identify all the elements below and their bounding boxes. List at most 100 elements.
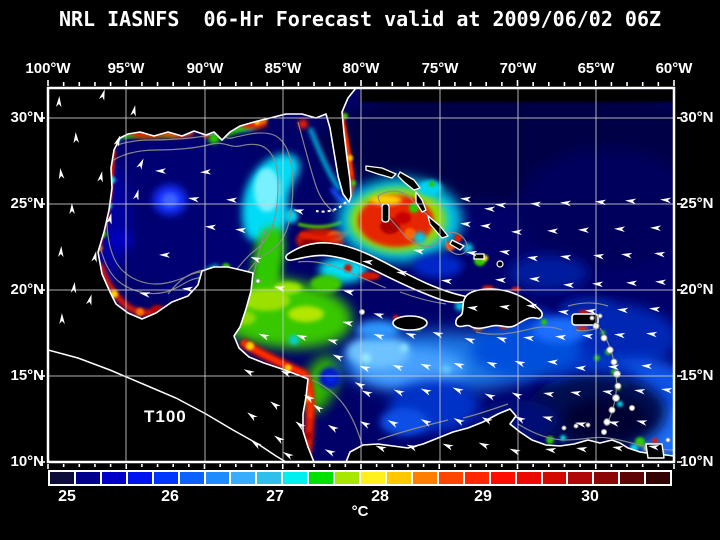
turks-island [496,260,504,268]
vector-arrow [582,333,594,340]
vector-arrow [496,337,508,344]
vector-arrow [359,421,371,429]
vector-arrow [466,250,478,257]
vector-arrow [375,445,387,453]
vector-arrow [362,259,374,266]
vector-arrow [499,249,511,256]
colorbar-segment [231,472,256,484]
vector-arrow [250,256,262,264]
vector-arrow [406,444,418,452]
vector-arrow [460,221,472,228]
vector-arrow [69,203,75,215]
lon-tick-label: 85°W [264,60,302,77]
colorbar-segment [646,472,671,484]
vector-arrow [274,286,286,292]
lon-tick-label: 100°W [25,60,71,77]
vector-arrow [478,442,490,450]
vector-arrow [405,333,417,340]
vector-arrow [441,278,453,285]
vector-arrow [313,404,324,414]
vector-arrow [608,421,620,427]
colorbar-segment [490,472,515,484]
vector-arrow [373,313,385,320]
vector-arrow [555,334,567,341]
vector-arrow [486,361,498,369]
colorbar-segment [127,472,152,484]
vector-arrow [113,135,121,147]
map-frame [46,86,676,464]
colorbar-tick-label: 29 [474,488,492,505]
colorbar-tick-label: 28 [371,488,389,505]
vector-arrow [452,387,464,395]
vector-arrow [235,227,247,234]
vector-arrow [484,206,496,213]
colorbar-segment [438,472,463,484]
vector-arrow [332,354,344,362]
vector-arrow [614,332,626,339]
vector-arrow [578,227,590,233]
vector-arrow [575,365,587,372]
colorbar-segment [620,472,645,484]
colorbar-segment [309,472,334,484]
vector-arrow [660,197,672,204]
vector-arrow [563,282,575,289]
vector-arrow [460,196,472,203]
vector-arrow [560,200,572,207]
colorbar-segment [594,472,619,484]
vector-arrow [560,254,572,261]
lat-tick-label: 30°N [680,109,714,126]
vector-arrow [159,252,171,258]
vector-arrow [243,369,255,377]
vector-arrow [205,224,217,231]
vector-arrow [608,364,620,371]
colorbar-segment [205,472,230,484]
vector-arrow [387,420,399,428]
pacific-coastline [48,349,287,462]
vector-arrow [602,390,614,396]
vector-arrow [617,307,629,314]
vector-arrow [576,447,588,453]
lon-tick-label: 80°W [342,60,380,77]
colorbar-segment [101,472,126,484]
colorbar-tick-label: 26 [161,488,179,505]
vector-arrow [136,158,144,170]
colorbar-segment [464,472,489,484]
vector-arrow [634,389,646,395]
vector-arrow [585,308,597,315]
vector-arrow [393,389,405,397]
vector-arrow [343,290,355,296]
vector-arrow [495,277,507,284]
trinidad-island [645,443,665,459]
lat-tick-label: 20°N [10,281,44,298]
vector-arrow [625,198,637,205]
vector-arrow [661,388,673,394]
vector-arrow [359,365,371,373]
colorbar-segment [257,472,282,484]
lon-tick-label: 95°W [107,60,145,77]
colorbar-segment [568,472,593,484]
andros-island [381,203,390,223]
colorbar-segment [75,472,100,484]
vector-arrow [55,96,62,108]
small-islands [255,278,671,443]
vector-arrow [547,359,559,366]
lat-tick-label: 15°N [10,367,44,384]
landmasses [48,88,674,462]
vector-arrow [511,229,523,235]
vector-arrow [529,276,541,283]
eleuthera-island [415,191,427,213]
colorbar-tick-label: 25 [58,488,76,505]
vector-arrow [442,443,454,451]
vector-arrow [133,189,139,201]
vector-arrow [373,334,385,341]
lat-tick-label: 25°N [10,195,44,212]
vector-arrow [188,197,200,203]
colorbar-segment [542,472,567,484]
vector-arrow [413,249,425,255]
vector-arrow [420,388,432,396]
field-label: T100 [144,407,187,426]
colorbar-segment [283,472,308,484]
vector-arrow [511,392,523,400]
colorbar-tick-label: 27 [266,488,284,505]
